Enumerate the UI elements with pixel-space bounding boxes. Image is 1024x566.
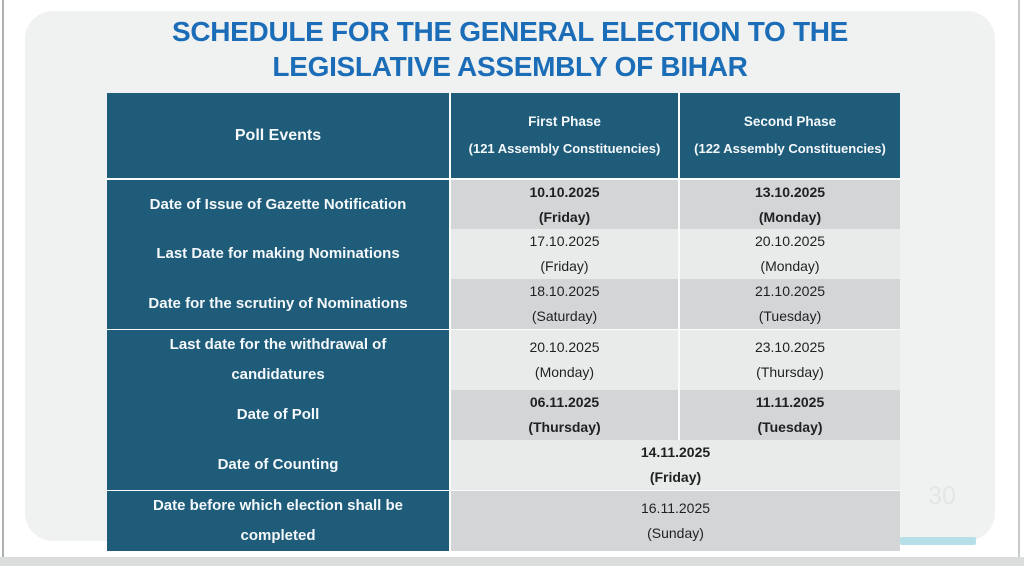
day-value: (Sunday) xyxy=(647,525,704,541)
date-value: 20.10.2025 xyxy=(754,233,826,249)
row-label: Date of Poll xyxy=(107,390,449,440)
slide-title: SCHEDULE FOR THE GENERAL ELECTION TO THE… xyxy=(25,14,995,84)
table-row-making-nominations: Last Date for making Nominations 17.10.2… xyxy=(107,229,900,279)
date-value: 11.11.2025 xyxy=(755,394,825,410)
row-first-phase-value: 06.11.2025 (Thursday) xyxy=(451,390,678,440)
day-value: (Friday) xyxy=(540,258,589,274)
row-first-phase-value: 17.10.2025 (Friday) xyxy=(451,229,678,279)
date-value: 16.11.2025 xyxy=(640,500,711,516)
table-row-scrutiny-nominations: Date for the scrutiny of Nominations 18.… xyxy=(107,279,900,329)
header-second-phase-subtitle: (122 Assembly Constituencies) xyxy=(694,141,886,156)
row-first-phase-value: 20.10.2025 (Monday) xyxy=(451,330,678,390)
day-value: (Tuesday) xyxy=(757,419,823,435)
row-second-phase-value: 13.10.2025 (Monday) xyxy=(680,180,900,230)
row-second-phase-value: 21.10.2025 (Tuesday) xyxy=(680,279,900,329)
date-value: 10.10.2025 xyxy=(529,184,600,200)
row-first-phase-value: 10.10.2025 (Friday) xyxy=(451,180,678,230)
row-first-phase-value: 18.10.2025 (Saturday) xyxy=(451,279,678,329)
day-value: (Thursday) xyxy=(756,364,824,380)
slide-accent-strip xyxy=(900,537,976,545)
day-value: (Friday) xyxy=(649,469,702,485)
election-schedule-table: Poll Events First Phase (121 Assembly Co… xyxy=(107,93,900,551)
date-value: 23.10.2025 xyxy=(754,339,826,355)
date-value: 20.10.2025 xyxy=(529,339,600,355)
row-second-phase-value: 11.11.2025 (Tuesday) xyxy=(680,390,900,440)
page-bottom-band xyxy=(0,557,1024,566)
table-row-election-completed: Date before which election shall be comp… xyxy=(107,491,900,551)
header-first-phase-subtitle: (121 Assembly Constituencies) xyxy=(468,141,661,156)
slide-page-number: 30 xyxy=(928,482,956,510)
header-poll-events-label: Poll Events xyxy=(234,126,322,144)
slide-title-line2: LEGISLATIVE ASSEMBLY OF BIHAR xyxy=(272,51,748,82)
header-second-phase-title: Second Phase xyxy=(743,114,837,129)
row-second-phase-value: 20.10.2025 (Monday) xyxy=(680,229,900,279)
date-value: 18.10.2025 xyxy=(529,283,600,299)
page-left-edge-line xyxy=(2,0,4,566)
table-row-withdrawal-candidatures: Last date for the withdrawal of candidat… xyxy=(107,330,900,390)
page-right-edge-line xyxy=(1018,0,1020,566)
table-row-date-of-counting: Date of Counting 14.11.2025 (Friday) xyxy=(107,440,900,490)
day-value: (Monday) xyxy=(760,258,820,274)
day-value: (Friday) xyxy=(538,209,591,225)
row-label: Last date for the withdrawal of candidat… xyxy=(107,330,449,390)
row-label: Date for the scrutiny of Nominations xyxy=(107,279,449,329)
table-header-row: Poll Events First Phase (121 Assembly Co… xyxy=(107,93,900,178)
date-value: 14.11.2025 xyxy=(640,444,711,460)
header-first-phase: First Phase (121 Assembly Constituencies… xyxy=(451,93,678,178)
header-first-phase-title: First Phase xyxy=(528,114,601,129)
day-value: (Tuesday) xyxy=(758,308,822,324)
header-second-phase: Second Phase (122 Assembly Constituencie… xyxy=(680,93,900,178)
slide-title-line1: SCHEDULE FOR THE GENERAL ELECTION TO THE xyxy=(171,16,849,47)
table-row-date-of-poll: Date of Poll 06.11.2025 (Thursday) 11.11… xyxy=(107,390,900,440)
day-value: (Monday) xyxy=(534,364,595,380)
date-value: 06.11.2025 xyxy=(529,394,600,410)
row-second-phase-value: 23.10.2025 (Thursday) xyxy=(680,330,900,390)
day-value: (Thursday) xyxy=(528,419,601,435)
row-label: Last Date for making Nominations xyxy=(107,229,449,279)
row-merged-value: 14.11.2025 (Friday) xyxy=(451,440,900,490)
date-value: 17.10.2025 xyxy=(529,233,600,249)
date-value: 13.10.2025 xyxy=(754,184,826,200)
day-value: (Saturday) xyxy=(531,308,598,324)
day-value: (Monday) xyxy=(758,209,822,225)
row-merged-value: 16.11.2025 (Sunday) xyxy=(451,491,900,551)
row-label: Date before which election shall be comp… xyxy=(107,491,449,551)
header-poll-events: Poll Events xyxy=(107,93,449,178)
date-value: 21.10.2025 xyxy=(754,283,826,299)
row-label: Date of Counting xyxy=(107,440,449,490)
row-label: Date of Issue of Gazette Notification xyxy=(107,180,449,230)
table-row-gazette-notification: Date of Issue of Gazette Notification 10… xyxy=(107,180,900,230)
